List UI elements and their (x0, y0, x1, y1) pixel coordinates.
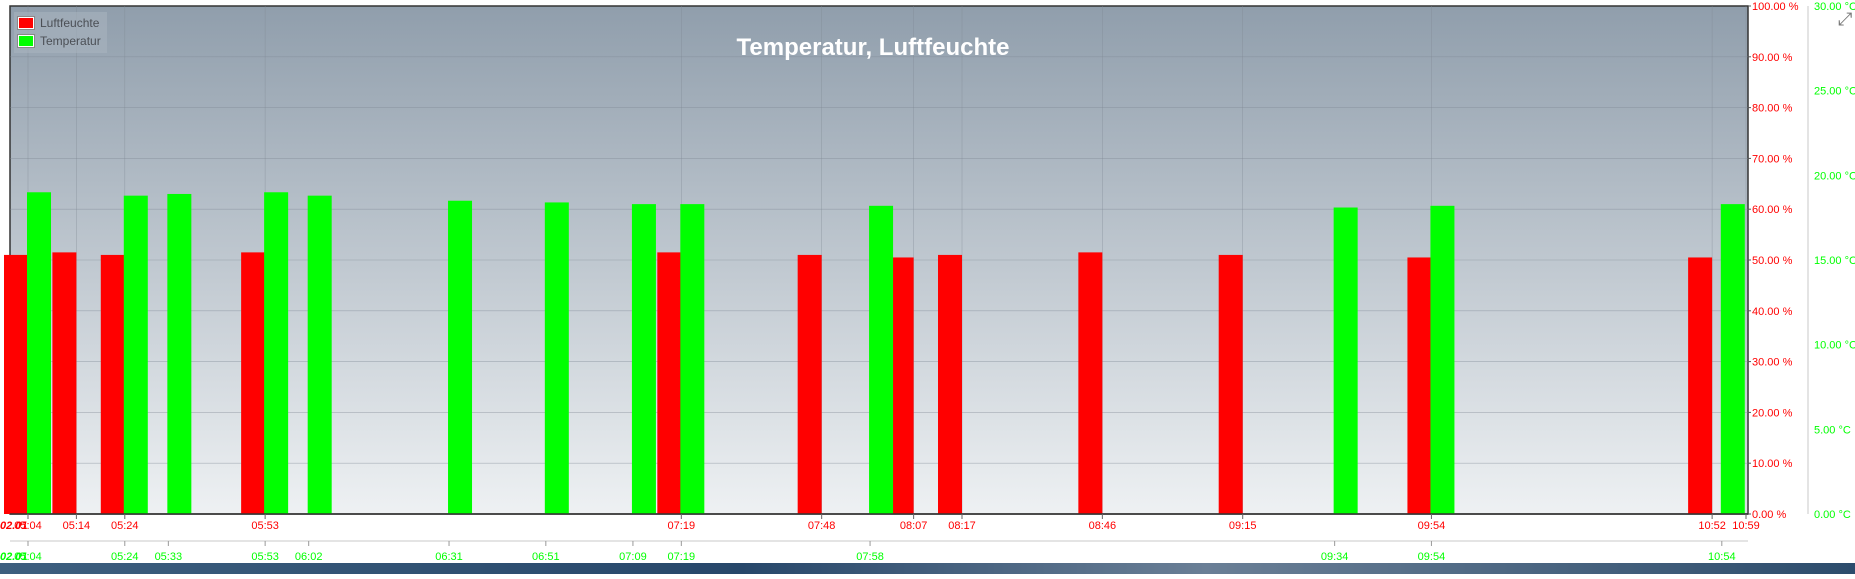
bar-temperature (123, 195, 148, 515)
x-tick-label-temperature: 05:04 (14, 551, 42, 563)
x-tick-label-humidity: 05:04 (14, 520, 42, 532)
x-tick-label-humidity: 10:59 (1732, 520, 1760, 532)
x-tick-label-temperature: 09:54 (1418, 551, 1446, 563)
axes: 0.00 % 10.00 % 20.00 % 30.00 % 40.00 % 50.00 … (0, 1, 1855, 563)
y-tick-label-temperature: 25.00 °C (1814, 86, 1855, 98)
x-start-label-humidity: 02.01 (0, 520, 28, 532)
y-tick-label-humidity: 100.00 % (1752, 1, 1799, 13)
y-tick-label-humidity: 90.00 % (1752, 52, 1793, 64)
x-tick-label-temperature: 06:31 (435, 551, 463, 563)
legend[interactable]: Luftfeuchte Temperatur (14, 12, 107, 53)
x-tick-label-temperature: 07:19 (668, 551, 696, 563)
y-tick-label-temperature: 30.00 °C (1814, 1, 1855, 13)
bar-temperature (264, 192, 289, 514)
x-tick-label-humidity: 10:52 (1698, 520, 1726, 532)
y-tick-label-humidity: 60.00 % (1752, 204, 1793, 216)
x-tick-label-humidity: 07:48 (808, 520, 836, 532)
y-tick-label-temperature: 10.00 °C (1814, 340, 1855, 352)
x-tick-label-humidity: 05:14 (63, 520, 91, 532)
bar-humidity (1078, 252, 1103, 514)
bar-temperature (869, 205, 894, 514)
bar-temperature (167, 193, 192, 514)
x-tick-label-temperature: 06:51 (532, 551, 560, 563)
x-tick-label-humidity: 08:07 (900, 520, 928, 532)
bar-temperature (631, 204, 656, 514)
y-tick-label-temperature: 20.00 °C (1814, 170, 1855, 182)
x-tick-label-temperature: 05:33 (155, 551, 183, 563)
y-tick-label-humidity: 40.00 % (1752, 306, 1793, 318)
x-start-label-temperature: 02.01 (0, 551, 28, 563)
x-tick-label-humidity: 08:17 (948, 520, 976, 532)
y-tick-label-humidity: 50.00 % (1752, 255, 1793, 267)
bars (4, 192, 1745, 515)
y-tick-label-humidity: 80.00 % (1752, 103, 1793, 115)
x-tick-label-humidity: 09:15 (1229, 520, 1257, 532)
x-tick-label-temperature: 09:34 (1321, 551, 1349, 563)
legend-item-temperature[interactable]: Temperatur (18, 32, 101, 50)
y-tick-label-humidity: 0.00 % (1752, 509, 1786, 521)
bar-humidity (797, 254, 822, 515)
x-tick-label-temperature: 07:58 (856, 551, 884, 563)
y-tick-label-humidity: 30.00 % (1752, 357, 1793, 369)
resize-handle-icon[interactable]: ⤢ (1838, 9, 1853, 29)
x-tick-label-humidity: 07:19 (668, 520, 696, 532)
y-tick-label-humidity: 20.00 % (1752, 407, 1793, 419)
bar-temperature (448, 200, 473, 514)
bar-humidity (889, 257, 914, 514)
bar-humidity (1688, 257, 1713, 514)
bar-temperature (1333, 207, 1358, 515)
legend-swatch-humidity (18, 17, 34, 29)
bar-temperature (544, 202, 569, 514)
bar-humidity (52, 252, 77, 514)
bar-temperature (27, 192, 51, 514)
window-bottom-strip (0, 563, 1855, 574)
bar-humidity (657, 252, 682, 514)
x-tick-label-humidity: 08:46 (1089, 520, 1117, 532)
legend-item-humidity[interactable]: Luftfeuchte (18, 14, 101, 32)
chart-title: Temperatur, Luftfeuchte (736, 34, 1010, 61)
bar-temperature (1430, 205, 1455, 514)
x-tick-label-humidity: 05:24 (111, 520, 139, 532)
y-tick-label-humidity: 10.00 % (1752, 458, 1793, 470)
bar-humidity (100, 254, 125, 515)
bar-humidity (938, 254, 963, 515)
y-tick-label-temperature: 15.00 °C (1814, 255, 1855, 267)
x-tick-label-temperature: 07:09 (619, 551, 647, 563)
bar-temperature (307, 195, 332, 515)
bar-temperature (1720, 204, 1745, 514)
x-tick-label-temperature: 05:53 (251, 551, 279, 563)
bar-humidity (4, 254, 28, 515)
legend-label-temperature: Temperatur (40, 34, 101, 48)
bar-humidity (241, 252, 266, 514)
y-tick-label-temperature: 0.00 °C (1814, 509, 1851, 521)
y-tick-label-temperature: 5.00 °C (1814, 424, 1851, 436)
legend-label-humidity: Luftfeuchte (40, 16, 100, 30)
y-tick-label-humidity: 70.00 % (1752, 153, 1793, 165)
x-tick-label-temperature: 06:02 (295, 551, 323, 563)
x-tick-label-temperature: 05:24 (111, 551, 139, 563)
legend-swatch-temperature (18, 35, 34, 47)
bar-humidity (1407, 257, 1432, 514)
x-tick-label-humidity: 05:53 (251, 520, 279, 532)
bar-temperature (680, 204, 705, 514)
x-tick-label-temperature: 10:54 (1708, 551, 1736, 563)
x-tick-label-humidity: 09:54 (1418, 520, 1446, 532)
bar-humidity (1218, 254, 1243, 515)
